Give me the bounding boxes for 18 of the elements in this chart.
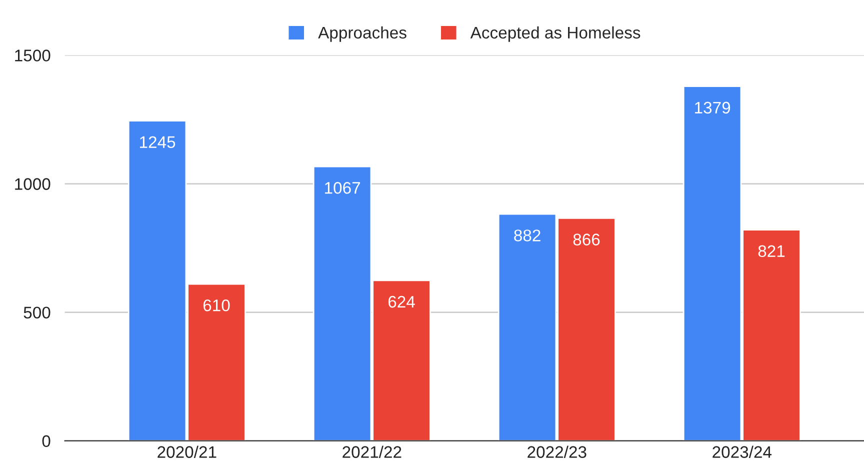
data-label: 882	[514, 230, 540, 242]
data-label: 1379	[695, 102, 730, 114]
y-tick-label: 500	[24, 306, 50, 319]
legend-label: Accepted as Homeless	[470, 26, 640, 42]
y-tick-label: 0	[42, 435, 50, 448]
data-label: 866	[573, 234, 600, 246]
data-label: 1245	[140, 136, 176, 148]
data-label: 1067	[325, 182, 360, 194]
y-tick-label: 1500	[15, 50, 50, 62]
y-tick-label: 1000	[15, 178, 50, 190]
x-tick-label: 2021/22	[342, 446, 402, 458]
x-tick-label: 2020/21	[158, 446, 216, 458]
legend-label: Approaches	[318, 26, 406, 42]
data-label: 610	[203, 299, 230, 312]
data-label: 624	[388, 296, 415, 308]
x-tick-label: 2023/24	[712, 446, 772, 458]
x-tick-label: 2022/23	[528, 446, 586, 458]
data-label: 821	[758, 245, 785, 258]
